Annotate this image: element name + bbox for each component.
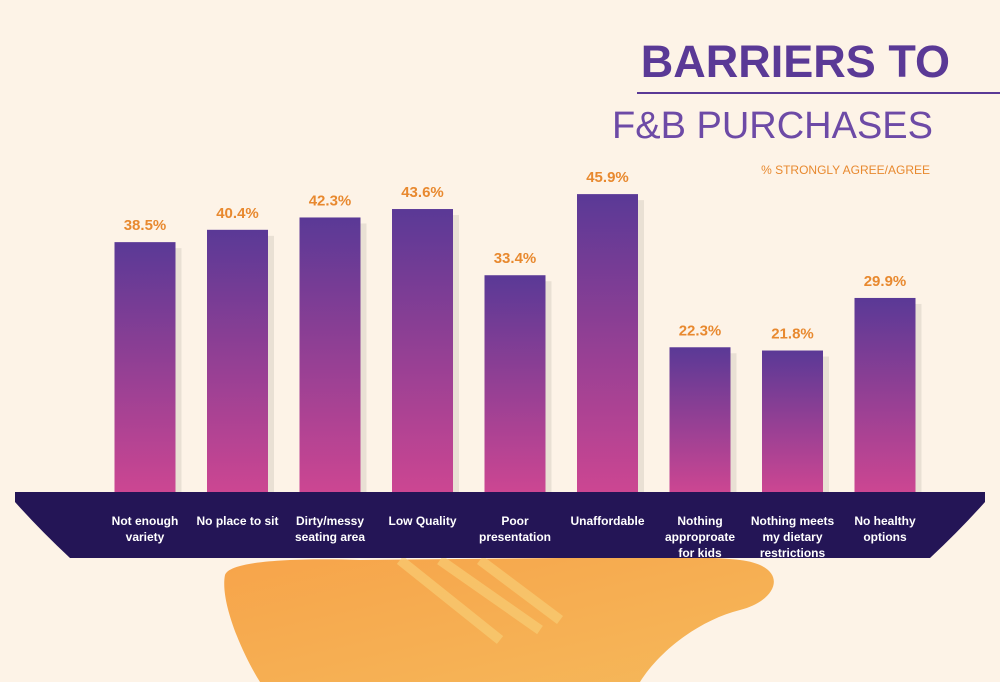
category-label: Dirty/messy seating area [294, 514, 366, 544]
category-label: Nothing meets my dietary restrictions [750, 514, 835, 560]
value-label: 42.3% [309, 192, 352, 209]
bar [392, 209, 453, 492]
hand [224, 555, 774, 682]
category-label: Unaffordable [570, 514, 645, 528]
value-label: 45.9% [586, 169, 629, 186]
value-label: 33.4% [494, 250, 537, 267]
category-label: Not enough variety [111, 514, 179, 544]
title: F&B PURCHASES [612, 105, 933, 147]
bar [299, 217, 361, 492]
subtitle: % STRONGLY AGREE/AGREE [761, 163, 930, 177]
value-label: 38.5% [124, 217, 167, 234]
bar [114, 242, 176, 492]
category-label: Poor presentation [478, 514, 551, 544]
bar [207, 229, 268, 492]
category-label: Nothing approproate for kids [664, 514, 735, 560]
category-label: Low Quality [388, 514, 457, 528]
bar [577, 194, 638, 492]
value-label: 21.8% [771, 326, 814, 343]
value-label: 43.6% [401, 184, 444, 201]
title: BARRIERS TO [641, 36, 950, 87]
value-label: 40.4% [216, 205, 259, 222]
bar [762, 350, 823, 492]
category-label: No place to sit [196, 514, 279, 528]
bar [669, 347, 731, 492]
value-label: 29.9% [864, 273, 907, 290]
bar [854, 297, 916, 492]
value-label: 22.3% [679, 322, 722, 339]
bar [484, 275, 546, 492]
tray [15, 492, 985, 558]
category-label: No healthy options [854, 514, 916, 544]
